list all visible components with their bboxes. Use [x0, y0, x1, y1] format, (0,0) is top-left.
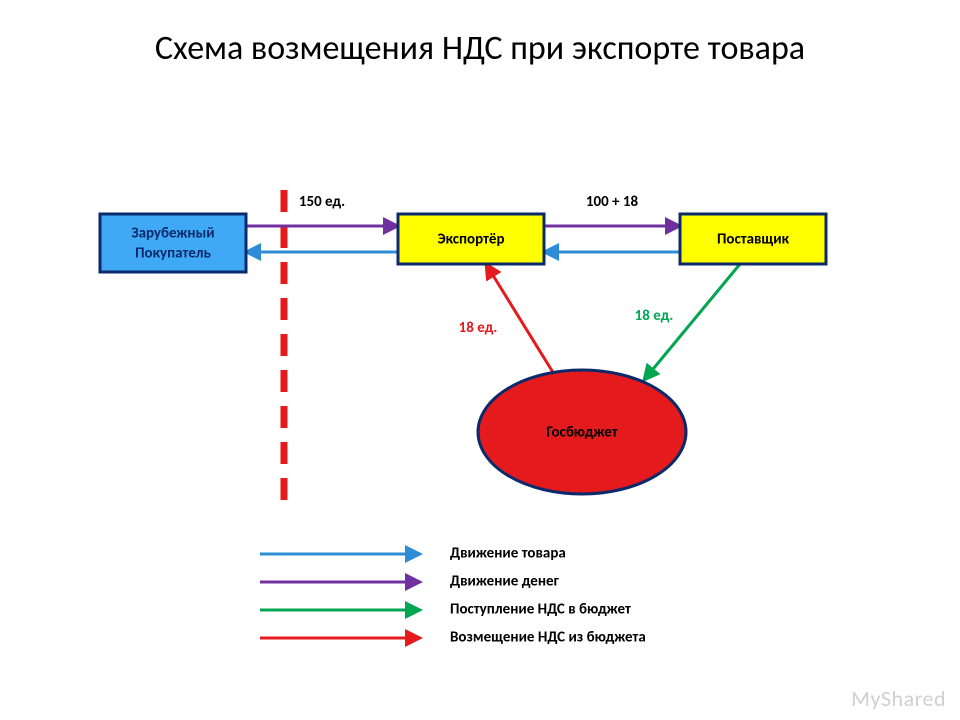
legend-label-3: Возмещение НДС из бюджета	[450, 629, 646, 647]
edge-label-money1: 150 ед.	[299, 193, 345, 211]
page-title: Схема возмещения НДС при экспорте товара	[0, 28, 960, 69]
node-label-exporter: Экспортёр	[437, 231, 504, 249]
node-buyer	[100, 214, 246, 272]
watermark: MyShared	[851, 685, 946, 712]
edge-label-vat_in: 18 ед.	[635, 307, 674, 325]
edge-label-vat_out: 18 ед.	[459, 319, 498, 337]
legend-label-0: Движение товара	[450, 545, 566, 563]
edge-label-money2: 100 + 18	[586, 193, 639, 211]
legend-label-1: Движение денег	[450, 573, 560, 591]
node-label-budget: Госбюджет	[546, 424, 617, 442]
legend-label-2: Поступление НДС в бюджет	[450, 601, 631, 619]
node-label-buyer-1: Зарубежный	[131, 225, 214, 243]
node-label-supplier: Поставщик	[717, 231, 790, 249]
node-label-buyer-2: Покупатель	[135, 245, 211, 263]
diagram: 150 ед. 100 + 18 18 ед. 18 ед. Зарубежный Пок…	[0, 0, 960, 720]
